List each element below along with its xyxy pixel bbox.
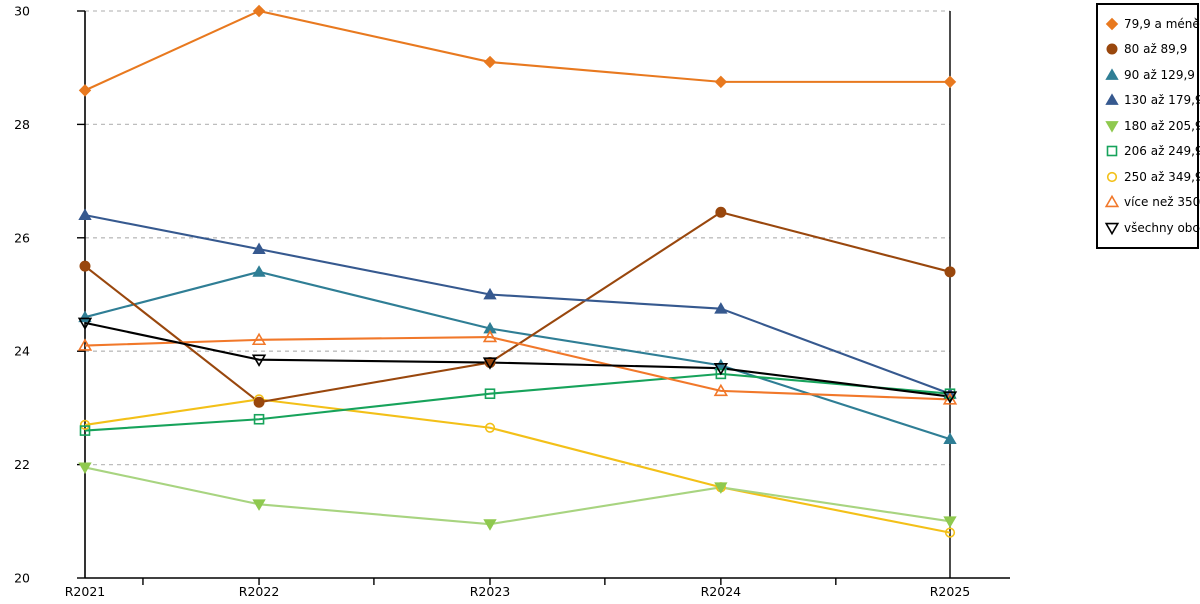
series-line-7 — [84, 335, 951, 401]
legend-item-4: 180 až 205,9 — [1104, 113, 1200, 139]
x-tick-label: R2025 — [930, 584, 971, 599]
y-tick-label: 28 — [14, 117, 30, 132]
legend-item-6: 250 až 349,9 — [1104, 164, 1200, 190]
x-tick-label: R2022 — [239, 584, 280, 599]
y-tick-label: 20 — [14, 571, 30, 586]
x-tick-label: R2024 — [701, 584, 742, 599]
legend-marker-triangle-down-icon — [1104, 222, 1120, 235]
series-line-6 — [84, 398, 951, 534]
legend-label: více než 350 — [1124, 195, 1200, 210]
legend-item-3: 130 až 179,9 — [1104, 88, 1200, 114]
legend-label: 130 až 179,9 — [1124, 93, 1200, 108]
legend-marker-triangle-up-icon — [1105, 68, 1119, 80]
chart-legend: 79,9 a méně 80 až 89,9 90 až 129,9 130 až 1… — [1096, 3, 1200, 249]
legend-marker-triangle-up-icon — [1105, 93, 1119, 106]
legend-item-1: 80 až 89,9 — [1104, 37, 1193, 63]
legend-item-7: více než 350 — [1104, 190, 1200, 216]
y-tick-label: 24 — [14, 344, 30, 359]
legend-item-8: všechny obce — [1104, 215, 1200, 241]
legend-marker-triangle-down-icon — [1105, 120, 1119, 133]
legend-marker-diamond-icon — [1105, 17, 1119, 30]
legend-marker-triangle-up-icon — [1104, 195, 1120, 208]
x-tick-label: R2023 — [470, 584, 511, 599]
x-tick-label: R2021 — [65, 584, 106, 599]
legend-label: 206 až 249,9 — [1124, 144, 1200, 159]
legend-label: 180 až 205,9 — [1124, 118, 1200, 133]
legend-item-2: 90 až 129,9 — [1104, 62, 1195, 88]
legend-marker-circle-icon — [1106, 171, 1118, 182]
legend-marker-square-icon — [1106, 145, 1118, 157]
y-tick-label: 26 — [14, 230, 30, 245]
y-tick-label: 22 — [14, 457, 30, 472]
legend-label: 250 až 349,9 — [1124, 169, 1200, 184]
legend-marker-circle-icon — [1106, 43, 1118, 55]
series-line-0 — [84, 9, 950, 92]
legend-label: všechny obce — [1124, 220, 1200, 235]
legend-item-5: 206 až 249,9 — [1104, 139, 1200, 165]
y-tick-label: 30 — [14, 4, 30, 19]
legend-item-0: 79,9 a méně — [1104, 11, 1200, 37]
legend-label: 80 až 89,9 — [1124, 42, 1188, 57]
series-line-5 — [84, 372, 951, 432]
legend-label: 90 až 129,9 — [1124, 67, 1195, 82]
legend-label: 79,9 a méně — [1124, 16, 1200, 31]
series-line-4 — [84, 466, 951, 526]
